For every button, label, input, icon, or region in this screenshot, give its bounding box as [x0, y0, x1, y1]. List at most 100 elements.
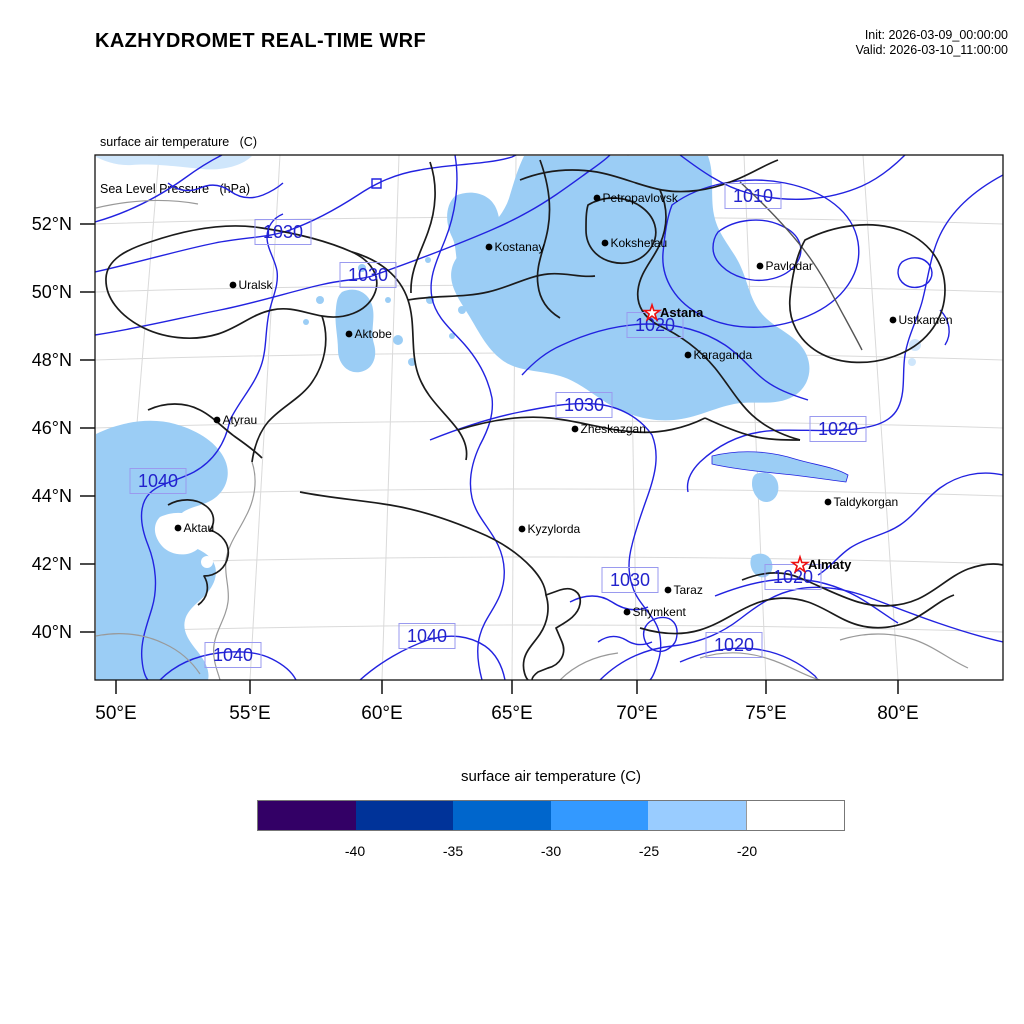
y-tick-label: 50°N	[32, 282, 72, 302]
pressure-value: 1020	[635, 315, 675, 335]
pressure-value: 1040	[407, 626, 447, 646]
city-aktau: Aktau	[174, 521, 215, 535]
city-petropavlovsk: Petropavlovsk	[593, 191, 679, 205]
city-dot-icon	[593, 194, 601, 202]
pressure-label: 1030	[254, 219, 312, 245]
city-dot-icon	[213, 416, 221, 424]
city-pavlodar: Pavlodar	[756, 259, 813, 273]
colorbar-cell	[550, 801, 648, 830]
cold-air-region-north	[451, 156, 810, 421]
x-tick-label: 80°E	[877, 703, 918, 724]
pressure-value: 1040	[138, 471, 178, 491]
pressure-value: 1020	[818, 419, 858, 439]
city-dot-icon	[756, 262, 764, 270]
city-label: Kyzylorda	[528, 522, 581, 536]
city-ustkamen: Ustkamen	[889, 313, 953, 327]
pressure-value: 1030	[564, 395, 604, 415]
pressure-value: 1030	[263, 222, 303, 242]
city-almaty: Almaty	[789, 554, 852, 574]
mangystau-peninsula	[154, 512, 205, 555]
variable-label-temperature: surface air temperature (C)	[100, 135, 257, 150]
city-label: Atyrau	[223, 413, 258, 427]
city-kokshetau: Kokshetau	[601, 236, 668, 250]
city-taraz: Taraz	[664, 583, 703, 597]
city-label: Taraz	[674, 583, 703, 597]
colorbar-cell	[355, 801, 453, 830]
colorbar-cell	[453, 801, 551, 830]
capital-star-icon	[789, 554, 811, 574]
pressure-contours	[95, 155, 1003, 680]
caspian-sea	[96, 420, 228, 680]
city-dot-icon	[345, 330, 353, 338]
colorbar-title: surface air temperature (C)	[460, 768, 642, 785]
x-tick-label: 65°E	[491, 703, 532, 724]
city-dot-icon	[824, 498, 832, 506]
x-tick-label: 70°E	[616, 703, 657, 724]
city-dot-icon	[601, 239, 609, 247]
colorbar-tick-labels: -40 -35 -30 -25 -20	[257, 843, 845, 861]
city-label: Kokshetau	[611, 236, 668, 250]
city-label: Taldykorgan	[834, 495, 899, 509]
colorbar-cell	[745, 801, 844, 830]
city-dot-icon	[623, 608, 631, 616]
latitude-axis: 52°N 50°N 48°N 46°N 44°N 42°N 40°N	[32, 214, 95, 642]
cold-patch-kostanay	[447, 192, 510, 288]
city-label: Aktobe	[355, 327, 393, 341]
colorbar: surface air temperature (C) -40 -35 -30 -25…	[257, 768, 845, 861]
colorbar-tick-label: -40	[344, 843, 366, 859]
pressure-value: 1030	[610, 570, 650, 590]
city-label: Ustkamen	[899, 313, 953, 327]
city-label: Aktau	[184, 521, 215, 535]
pressure-label: 1020	[764, 564, 822, 590]
page-title: KAZHYDROMET REAL-TIME WRF	[95, 30, 427, 52]
city-label: Petropavlovsk	[603, 191, 679, 205]
city-label: Pavlodar	[766, 259, 813, 273]
city-dot-icon	[889, 316, 897, 324]
city-label: Karaganda	[694, 348, 753, 362]
city-kostanay: Kostanay	[485, 240, 545, 254]
city-label: Almaty	[808, 557, 852, 572]
y-tick-label: 46°N	[32, 418, 72, 438]
capital-star-icon	[641, 302, 663, 322]
city-dot-icon	[229, 281, 237, 289]
cold-patch-top-left	[96, 156, 252, 170]
city-shymkent: Shymkent	[623, 605, 687, 619]
city-dot-icon	[518, 525, 526, 533]
colorbar-tick-label: -20	[736, 843, 758, 859]
pressure-label: 1030	[555, 392, 613, 418]
city-karaganda: Karaganda	[684, 348, 753, 362]
variable-labels: surface air temperature (C) Sea Level Pr…	[100, 104, 257, 213]
city-dot-icon	[684, 351, 692, 359]
y-tick-label: 42°N	[32, 554, 72, 574]
city-label: Zheskazgan	[581, 422, 646, 436]
city-astana: Astana	[641, 302, 704, 322]
city-kyzylorda: Kyzylorda	[518, 522, 581, 536]
colorbar-cell	[258, 801, 356, 830]
city-uralsk: Uralsk	[229, 278, 274, 292]
city-atyrau: Atyrau	[213, 413, 258, 427]
x-tick-label: 75°E	[745, 703, 786, 724]
city-label: Kostanay	[495, 240, 545, 254]
x-tick-label: 55°E	[229, 703, 270, 724]
colorbar-cell	[648, 801, 746, 830]
temperature-shading	[96, 156, 921, 680]
y-tick-label: 52°N	[32, 214, 72, 234]
country-borders-gray	[95, 199, 969, 680]
pressure-value: 1020	[714, 635, 754, 655]
variable-label-pressure: Sea Level Pressure (hPa)	[100, 182, 251, 197]
city-taldykorgan: Taldykorgan	[824, 495, 899, 509]
pressure-label: 1030	[601, 567, 659, 593]
lake-balkhash	[711, 451, 849, 483]
city-dot-icon	[571, 425, 579, 433]
pressure-value: 1010	[733, 186, 773, 206]
map-frame	[94, 154, 1004, 681]
cold-patch-aktobe	[335, 289, 376, 373]
y-tick-label: 44°N	[32, 486, 72, 506]
pressure-value-labels: 1030 1030 1010 1020 1030 1020 1040 1040 1040 1030…	[129, 183, 867, 668]
city-label: Astana	[660, 305, 704, 320]
city-aktobe: Aktobe	[345, 327, 393, 341]
city-dot-icon	[485, 243, 493, 251]
init-timestamp: Init: 2026-03-09_00:00:00	[864, 28, 1008, 42]
pressure-value: 1040	[213, 645, 253, 665]
